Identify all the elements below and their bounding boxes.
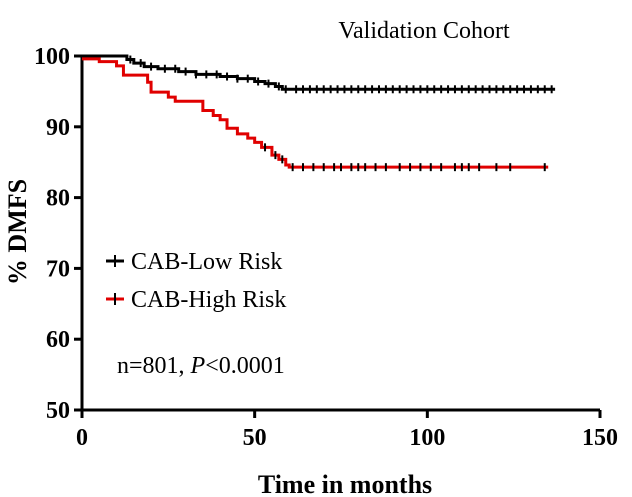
- x-tick-label: 50: [243, 425, 267, 451]
- survival-line: [82, 54, 556, 91]
- legend: CAB-Low Risk CAB-High Risk: [106, 249, 286, 313]
- y-tick-label: 70: [46, 256, 70, 282]
- series-high-risk: [82, 57, 549, 172]
- annotation-value: <0.0001: [205, 353, 285, 379]
- y-tick-labels: 50 60 70 80 90 100: [34, 44, 70, 424]
- x-tick-labels: 0 50 100 150: [76, 425, 618, 451]
- y-axis-label: % DMFS: [3, 179, 32, 285]
- series-low-risk: [82, 54, 556, 94]
- x-axis-label: Time in months: [258, 470, 432, 497]
- chart-title: Validation Cohort: [338, 18, 510, 44]
- y-tick-label: 60: [46, 327, 70, 353]
- y-tick-label: 90: [46, 115, 70, 141]
- y-tick-label: 100: [34, 44, 70, 70]
- sample-size-annotation: n=801, P<0.0001: [117, 353, 285, 379]
- survival-line: [82, 57, 549, 169]
- survival-curves: [82, 54, 556, 172]
- x-tick-label: 100: [409, 425, 445, 451]
- annotation-p: P: [190, 353, 206, 379]
- y-tick-label: 50: [46, 398, 70, 424]
- annotation-prefix: n=801,: [117, 353, 191, 379]
- legend-label-low: CAB-Low Risk: [131, 249, 282, 275]
- x-tick-label: 150: [582, 425, 618, 451]
- legend-label-high: CAB-High Risk: [131, 287, 286, 313]
- y-tick-label: 80: [46, 186, 70, 212]
- axes: [74, 54, 602, 418]
- x-tick-label: 0: [76, 425, 88, 451]
